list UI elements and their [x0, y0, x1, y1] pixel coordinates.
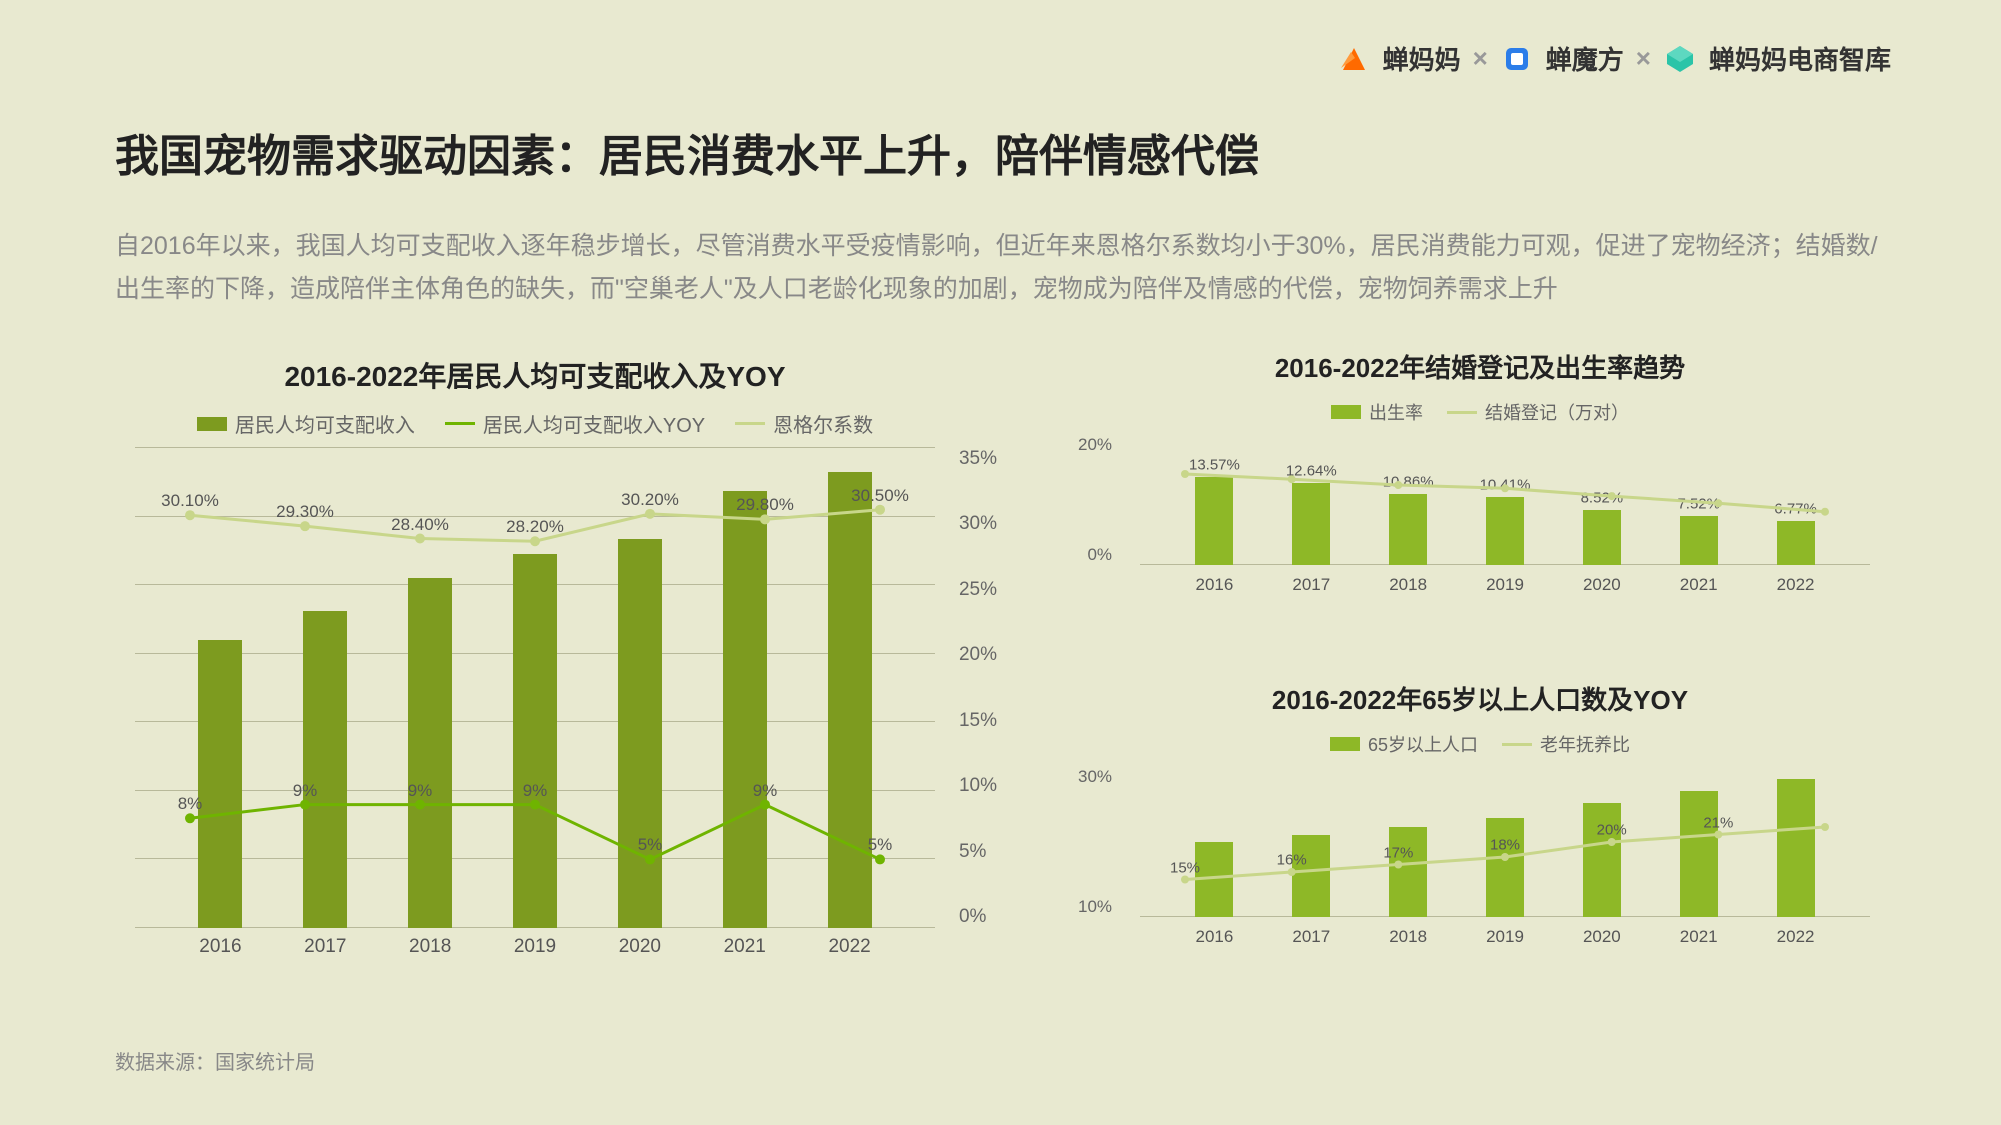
ytick-label: 30%	[1078, 767, 1112, 787]
data-label: 28.40%	[391, 515, 449, 535]
legend-label: 出生率	[1369, 399, 1423, 425]
ytick-label: 25%	[959, 579, 997, 601]
xlabel: 2020	[1583, 927, 1621, 947]
legend-swatch	[197, 417, 227, 431]
legend-item: 居民人均可支配收入YOY	[445, 409, 705, 438]
legend-label: 居民人均可支配收入YOY	[483, 409, 705, 438]
chart-elderly-legend: 65岁以上人口 老年抚养比	[1090, 731, 1870, 757]
legend-item: 恩格尔系数	[735, 409, 873, 438]
legend-label: 65岁以上人口	[1368, 731, 1478, 757]
ytick-label: 10%	[959, 775, 997, 797]
data-label: 8%	[178, 794, 203, 814]
ytick-label: 0%	[1078, 545, 1112, 565]
xlabel: 2021	[1680, 927, 1718, 947]
logo2-icon	[1500, 42, 1534, 76]
xlabel: 2019	[514, 936, 556, 958]
ytick-label: 20%	[1078, 435, 1112, 455]
data-label: 29.30%	[276, 502, 334, 522]
logo3-icon	[1663, 42, 1697, 76]
legend-swatch	[1447, 411, 1477, 414]
ytick-label: 35%	[959, 448, 997, 470]
legend-item: 老年抚养比	[1502, 731, 1630, 757]
legend-label: 老年抚养比	[1540, 731, 1630, 757]
logo2-text: 蝉魔方	[1546, 40, 1624, 77]
logo1-icon	[1337, 42, 1371, 76]
xlabel: 2016	[199, 936, 241, 958]
xlabel: 2018	[1389, 927, 1427, 947]
logo1-text: 蝉妈妈	[1383, 40, 1461, 77]
chart-marriage-title: 2016-2022年结婚登记及出生率趋势	[1090, 348, 1870, 385]
xlabel: 2020	[1583, 575, 1621, 595]
chart-elderly: 2016-2022年65岁以上人口数及YOY 65岁以上人口 老年抚养比 30%1…	[1090, 680, 1870, 917]
xlabel: 2017	[1292, 575, 1330, 595]
xlabel: 2016	[1196, 575, 1234, 595]
data-label: 29.80%	[736, 495, 794, 515]
chart-income-title: 2016-2022年居民人均可支配收入及YOY	[135, 355, 935, 395]
ytick-label: 5%	[959, 841, 997, 863]
xlabel: 2018	[1389, 575, 1427, 595]
legend-swatch	[1331, 405, 1361, 419]
data-label: 9%	[753, 781, 778, 801]
xlabel: 2022	[828, 936, 870, 958]
legend-label: 居民人均可支配收入	[235, 409, 415, 438]
separator1: ×	[1473, 43, 1488, 74]
legend-swatch	[735, 422, 765, 425]
chart-marriage-plot: 20%0% 13.57%201612.64%201710.86%201810.4…	[1140, 435, 1870, 565]
legend-item: 结婚登记（万对）	[1447, 399, 1629, 425]
chart-elderly-yaxis: 30% 10%	[1078, 767, 1112, 917]
xlabel: 2022	[1777, 927, 1815, 947]
data-label: 30.50%	[851, 486, 909, 506]
ytick-label: 0%	[959, 906, 997, 928]
xlabel: 2019	[1486, 927, 1524, 947]
lines-svg	[1140, 435, 1870, 565]
xlabel: 2021	[724, 936, 766, 958]
xlabel: 2016	[1196, 927, 1234, 947]
xlabel: 2020	[619, 936, 661, 958]
data-label: 9%	[523, 781, 548, 801]
xlabel: 2017	[304, 936, 346, 958]
legend-swatch	[1502, 743, 1532, 746]
legend-label: 结婚登记（万对）	[1485, 399, 1629, 425]
legend-item: 65岁以上人口	[1330, 731, 1478, 757]
xlabel: 2019	[1486, 575, 1524, 595]
ytick-label: 10%	[1078, 897, 1112, 917]
data-label: 9%	[293, 781, 318, 801]
legend-item: 出生率	[1331, 399, 1423, 425]
separator2: ×	[1636, 43, 1651, 74]
chart-elderly-plot: 30%10% 201620172018201920202021202215%16…	[1140, 767, 1870, 917]
legend-swatch	[1330, 737, 1360, 751]
logo3-text: 蝉妈妈电商智库	[1709, 40, 1891, 77]
xlabel: 2018	[409, 936, 451, 958]
legend-label: 恩格尔系数	[773, 409, 873, 438]
chart-marriage-legend: 出生率 结婚登记（万对）	[1090, 399, 1870, 425]
lines-svg	[1140, 767, 1870, 917]
chart-marriage: 2016-2022年结婚登记及出生率趋势 出生率 结婚登记（万对） 20%0% 1…	[1090, 348, 1870, 565]
legend-swatch	[445, 422, 475, 425]
chart-elderly-title: 2016-2022年65岁以上人口数及YOY	[1090, 680, 1870, 717]
data-label: 5%	[868, 835, 893, 855]
chart-income-legend: 居民人均可支配收入 居民人均可支配收入YOY 恩格尔系数	[135, 409, 935, 438]
chart-income: 2016-2022年居民人均可支配收入及YOY 居民人均可支配收入居民人均可支配…	[135, 355, 935, 928]
chart-income-plot: 35%30%25%20%15%10%5%0% 20162017201820192…	[135, 448, 935, 928]
xlabel: 2021	[1680, 575, 1718, 595]
ytick-label: 15%	[959, 710, 997, 732]
ytick-label: 30%	[959, 513, 997, 535]
page-subtitle: 自2016年以来，我国人均可支配收入逐年稳步增长，尽管消费水平受疫情影响，但近年…	[115, 225, 1886, 310]
data-label: 30.20%	[621, 490, 679, 510]
data-label: 28.20%	[506, 517, 564, 537]
chart-income-yaxis: 35% 30% 25% 20% 15% 10% 5% 0%	[959, 448, 997, 928]
xlabel: 2017	[1292, 927, 1330, 947]
data-source: 数据来源：国家统计局	[115, 1046, 315, 1075]
data-label: 30.10%	[161, 491, 219, 511]
ytick-label: 20%	[959, 644, 997, 666]
legend-item: 居民人均可支配收入	[197, 409, 415, 438]
data-label: 9%	[408, 781, 433, 801]
chart-marriage-yaxis: 20% 0%	[1078, 435, 1112, 565]
page-title: 我国宠物需求驱动因素：居民消费水平上升，陪伴情感代偿	[115, 120, 1259, 184]
data-label: 5%	[638, 835, 663, 855]
xlabel: 2022	[1777, 575, 1815, 595]
header-logos: 蝉妈妈 × 蝉魔方 × 蝉妈妈电商智库	[1337, 40, 1891, 77]
